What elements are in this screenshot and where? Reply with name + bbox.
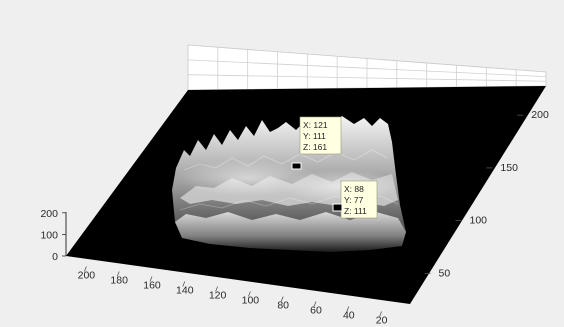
datatip-2-z: Z: 111 [344,206,367,216]
x-tick-label: 100 [242,295,260,307]
z-tick-label: 200 [40,208,58,220]
x-tick-mark [379,311,382,317]
datatip-2[interactable]: X: 88 Y: 77 Z: 111 [332,180,378,219]
back-grid-line [187,74,547,82]
back-grid-wall [187,44,547,91]
y-tick-label: 100 [470,215,488,227]
x-tick-mark [182,281,186,287]
x-tick-label: 200 [78,270,96,282]
x-tick-label: 140 [176,285,194,297]
datatip-1-box [299,116,342,155]
datatip-2-y: Y: 77 [344,195,364,205]
datatip-2-x: X: 88 [344,184,364,194]
datatip-1[interactable]: X: 121 Y: 111 Z: 161 [291,116,342,170]
x-tick-label: 120 [209,290,227,302]
z-tick-label: 0 [52,251,58,263]
x-tick-mark [248,291,251,297]
x-tick-label: 20 [376,315,388,327]
x-tick-labels: 20 40 60 80 100 120 140 160 180 200 [78,266,388,327]
datatip-2-box [340,180,378,219]
z-tick-label: 100 [40,229,58,241]
z-tick-labels: 0 100 200 [40,208,66,263]
datatip-1-y: Y: 111 [303,131,326,141]
back-grid-lines [187,47,547,90]
surface-front-skirt [175,212,406,252]
x-tick-label: 40 [343,310,355,322]
datatip-1-marker [291,162,302,170]
y-tick-label: 150 [500,162,518,174]
back-grid-line [187,59,547,78]
x-tick-mark [149,276,153,282]
x-tick-label: 60 [310,305,322,317]
x-tick-label: 160 [143,280,161,292]
datatip-2-marker [332,203,343,212]
x-tick-mark [346,306,350,312]
y-tick-label: 50 [439,267,451,279]
x-tick-mark [215,286,218,292]
datatip-1-z: Z: 161 [303,142,327,152]
x-tick-mark [313,301,317,307]
surface-ridge-lines [183,149,389,171]
x-tick-mark [84,266,87,272]
x-tick-mark [116,271,120,277]
x-tick-mark [280,296,284,302]
y-tick-labels: 50 100 150 200 [424,109,549,279]
datatip-1-x: X: 121 [303,120,328,130]
x-tick-label: 80 [277,300,289,312]
x-tick-label: 180 [110,275,128,287]
y-tick-label: 200 [531,109,549,121]
